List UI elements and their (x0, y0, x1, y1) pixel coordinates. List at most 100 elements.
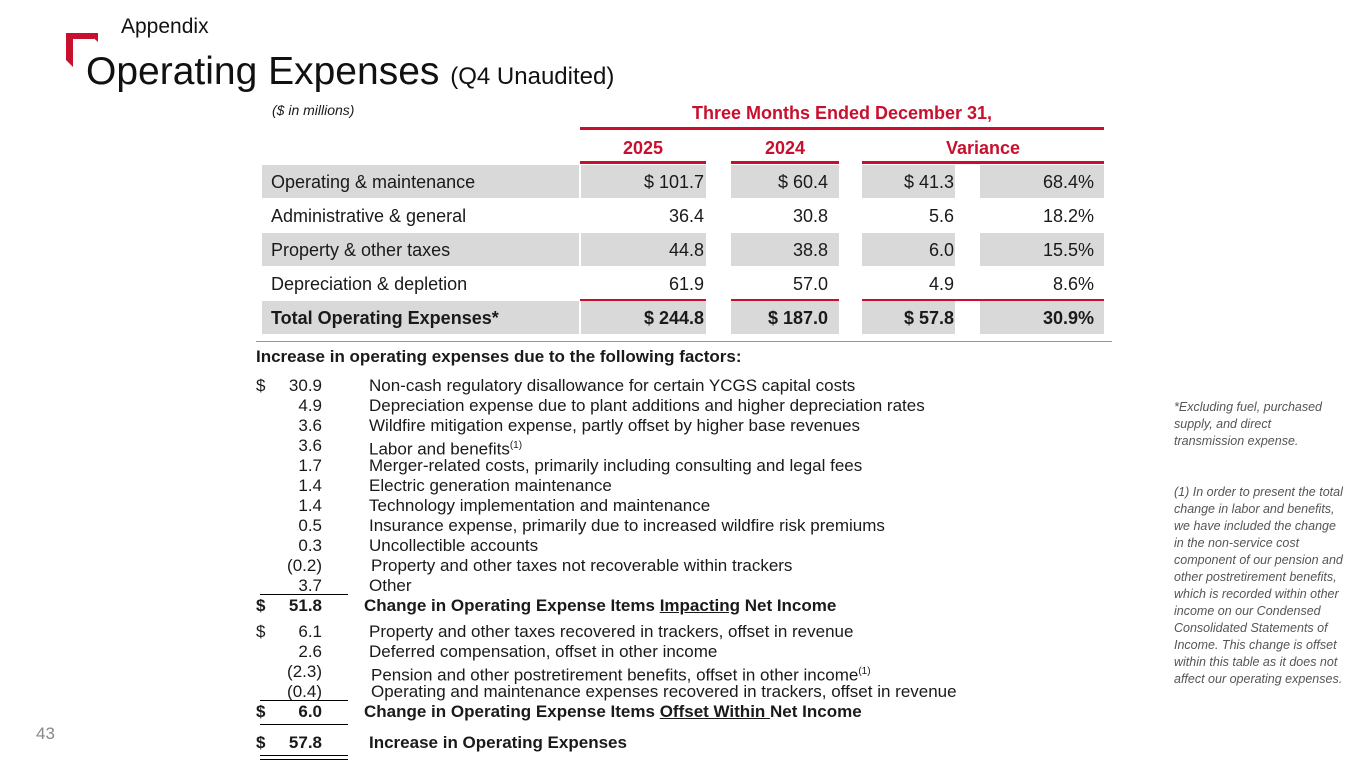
factor-description: Insurance expense, primarily due to incr… (369, 516, 885, 536)
value-2025: 44.8 (668, 240, 704, 260)
factor-text: Technology implementation and maintenanc… (369, 496, 711, 515)
factor-amount: 30.9 (288, 376, 322, 395)
table-row: Property & other taxes 44.8 38.8 6.0 15.… (262, 233, 1104, 266)
factor-amount: 51.8 (288, 596, 322, 615)
factor-amount: (0.4) (287, 682, 322, 701)
factor-description: Increase in Operating Expenses (369, 733, 627, 753)
table-row: Administrative & general 36.4 30.8 5.6 1… (262, 199, 1104, 232)
value-2025: 61.9 (668, 274, 704, 294)
row-label: Total Operating Expenses* (271, 308, 499, 328)
factor-description: Operating and maintenance expenses recov… (371, 682, 957, 702)
footnote-ref: (1) (509, 440, 523, 451)
variance-amount: $ 57.8 (903, 308, 954, 328)
row-label: Depreciation & depletion (271, 274, 468, 294)
brand-logo-icon (66, 33, 98, 67)
factors-heading: Increase in operating expenses due to th… (256, 347, 742, 366)
factor-description: Uncollectible accounts (369, 536, 538, 556)
title-main: Operating Expenses (86, 50, 440, 93)
page-number: 43 (36, 724, 55, 743)
factor-text: Property and other taxes recovered in tr… (369, 622, 854, 641)
variance-amount: 4.9 (928, 274, 954, 294)
dollar-sign: $ (256, 596, 266, 615)
factor-text: Wildfire mitigation expense, partly offs… (369, 416, 861, 435)
value-2024: 38.8 (792, 240, 828, 260)
value-2024: 57.0 (792, 274, 828, 294)
variance-percent: 15.5% (1042, 240, 1094, 260)
factor-description: Pension and other postretirement benefit… (371, 662, 871, 686)
dollar-sign: $ (256, 702, 266, 721)
dollar-sign: $ (256, 622, 266, 641)
factor-amount: 57.8 (288, 733, 322, 752)
total-rule-2025 (580, 299, 706, 301)
variance-percent: 8.6% (1052, 274, 1094, 294)
double-rule-top (260, 755, 348, 756)
factor-amount: 1.7 (298, 456, 322, 475)
subtotal-text-end: Net Income (739, 596, 837, 615)
variance-amount: 6.0 (928, 240, 954, 260)
dollar-sign: $ (256, 733, 266, 752)
footnote-excluding: *Excluding fuel, purchased supply, and d… (1174, 400, 1323, 448)
factor-description: Electric generation maintenance (369, 476, 612, 496)
units-note: ($ in millions) (272, 102, 355, 118)
subtotal-rule (260, 594, 348, 595)
factor-text: Deferred compensation, offset in other i… (369, 642, 718, 661)
factor-description: Depreciation expense due to plant additi… (369, 396, 925, 416)
table-row: Operating & maintenance $ 101.7 $ 60.4 $… (262, 165, 1104, 198)
factor-description: Non-cash regulatory disallowance for cer… (369, 376, 855, 396)
value-2025: 36.4 (668, 206, 704, 226)
double-rule-bottom (260, 759, 348, 760)
factor-amount: (2.3) (287, 662, 322, 681)
total-rule (260, 724, 348, 725)
section-label: Appendix (121, 15, 209, 38)
factor-description: Change in Operating Expense Items Offset… (364, 702, 862, 722)
page-title: Operating Expenses (Q4 Unaudited) (86, 50, 614, 94)
col-header-variance: Variance (945, 138, 1021, 158)
row-label: Property & other taxes (271, 240, 451, 260)
period-header: Three Months Ended December 31, (691, 103, 993, 123)
factor-description: Deferred compensation, offset in other i… (369, 642, 717, 662)
footnote-ref: (1) (858, 666, 871, 677)
factor-description: Labor and benefits(1) (369, 436, 522, 460)
value-2024: $ 60.4 (777, 172, 828, 192)
factor-amount: 6.0 (298, 702, 322, 721)
factor-amount: 1.4 (298, 476, 322, 495)
col-underline-2024 (731, 161, 839, 164)
factor-text: Property and other taxes not recoverable… (371, 556, 793, 575)
factor-amount: 0.5 (298, 516, 322, 535)
factor-amount: 4.9 (298, 396, 322, 415)
subtotal-text-end: Net Income (770, 702, 862, 721)
table-total-row: Total Operating Expenses* $ 244.8 $ 187.… (262, 301, 1104, 334)
factor-amount: 6.1 (298, 622, 322, 641)
variance-percent: 68.4% (1042, 172, 1094, 192)
row-label: Operating & maintenance (271, 172, 476, 192)
period-underline (580, 127, 1104, 130)
factor-text: Labor and benefits (369, 439, 510, 459)
factor-amount: (0.2) (287, 556, 322, 575)
col-header-2025: 2025 (622, 138, 664, 158)
subtotal-emphasis: Offset Within (659, 702, 771, 721)
factor-description: Wildfire mitigation expense, partly offs… (369, 416, 860, 436)
factor-text: Merger-related costs, primarily includin… (369, 456, 863, 475)
subtotal-rule (260, 700, 348, 701)
table-row: Depreciation & depletion 61.9 57.0 4.9 8… (262, 267, 1104, 300)
factor-text: Other (369, 576, 412, 595)
col-header-2024: 2024 (764, 138, 806, 158)
subtotal-emphasis: Impacting (659, 596, 740, 615)
factor-text: Uncollectible accounts (369, 536, 539, 555)
factor-amount: 2.6 (298, 642, 322, 661)
row-label: Administrative & general (271, 206, 467, 226)
factor-amount: 3.6 (298, 416, 322, 435)
variance-percent: 18.2% (1042, 206, 1094, 226)
factor-amount: 3.7 (298, 576, 322, 595)
factor-amount: 3.6 (298, 436, 322, 455)
value-2024: $ 187.0 (767, 308, 828, 328)
total-rule-2024 (731, 299, 839, 301)
factor-text: Pension and other postretirement benefit… (371, 665, 859, 685)
value-2025: $ 244.8 (643, 308, 704, 328)
subtotal-text: Change in Operating Expense Items (364, 596, 660, 615)
factor-text: Depreciation expense due to plant additi… (369, 396, 925, 415)
value-2025: $ 101.7 (643, 172, 704, 192)
variance-amount: $ 41.3 (903, 172, 954, 192)
title-suffix: (Q4 Unaudited) (450, 63, 615, 90)
factor-text: Electric generation maintenance (369, 476, 612, 495)
